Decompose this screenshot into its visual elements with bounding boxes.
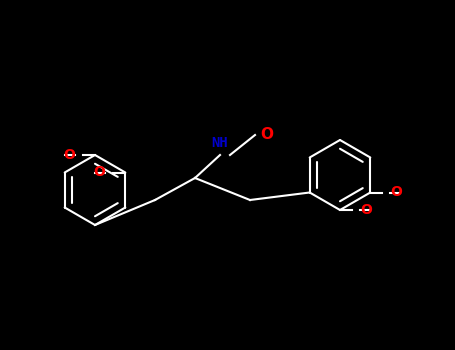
Text: O: O	[390, 186, 402, 199]
Text: O: O	[93, 166, 105, 180]
Text: O: O	[63, 148, 75, 162]
Text: O: O	[260, 127, 273, 142]
Text: NH: NH	[212, 136, 228, 150]
Text: O: O	[360, 203, 372, 217]
